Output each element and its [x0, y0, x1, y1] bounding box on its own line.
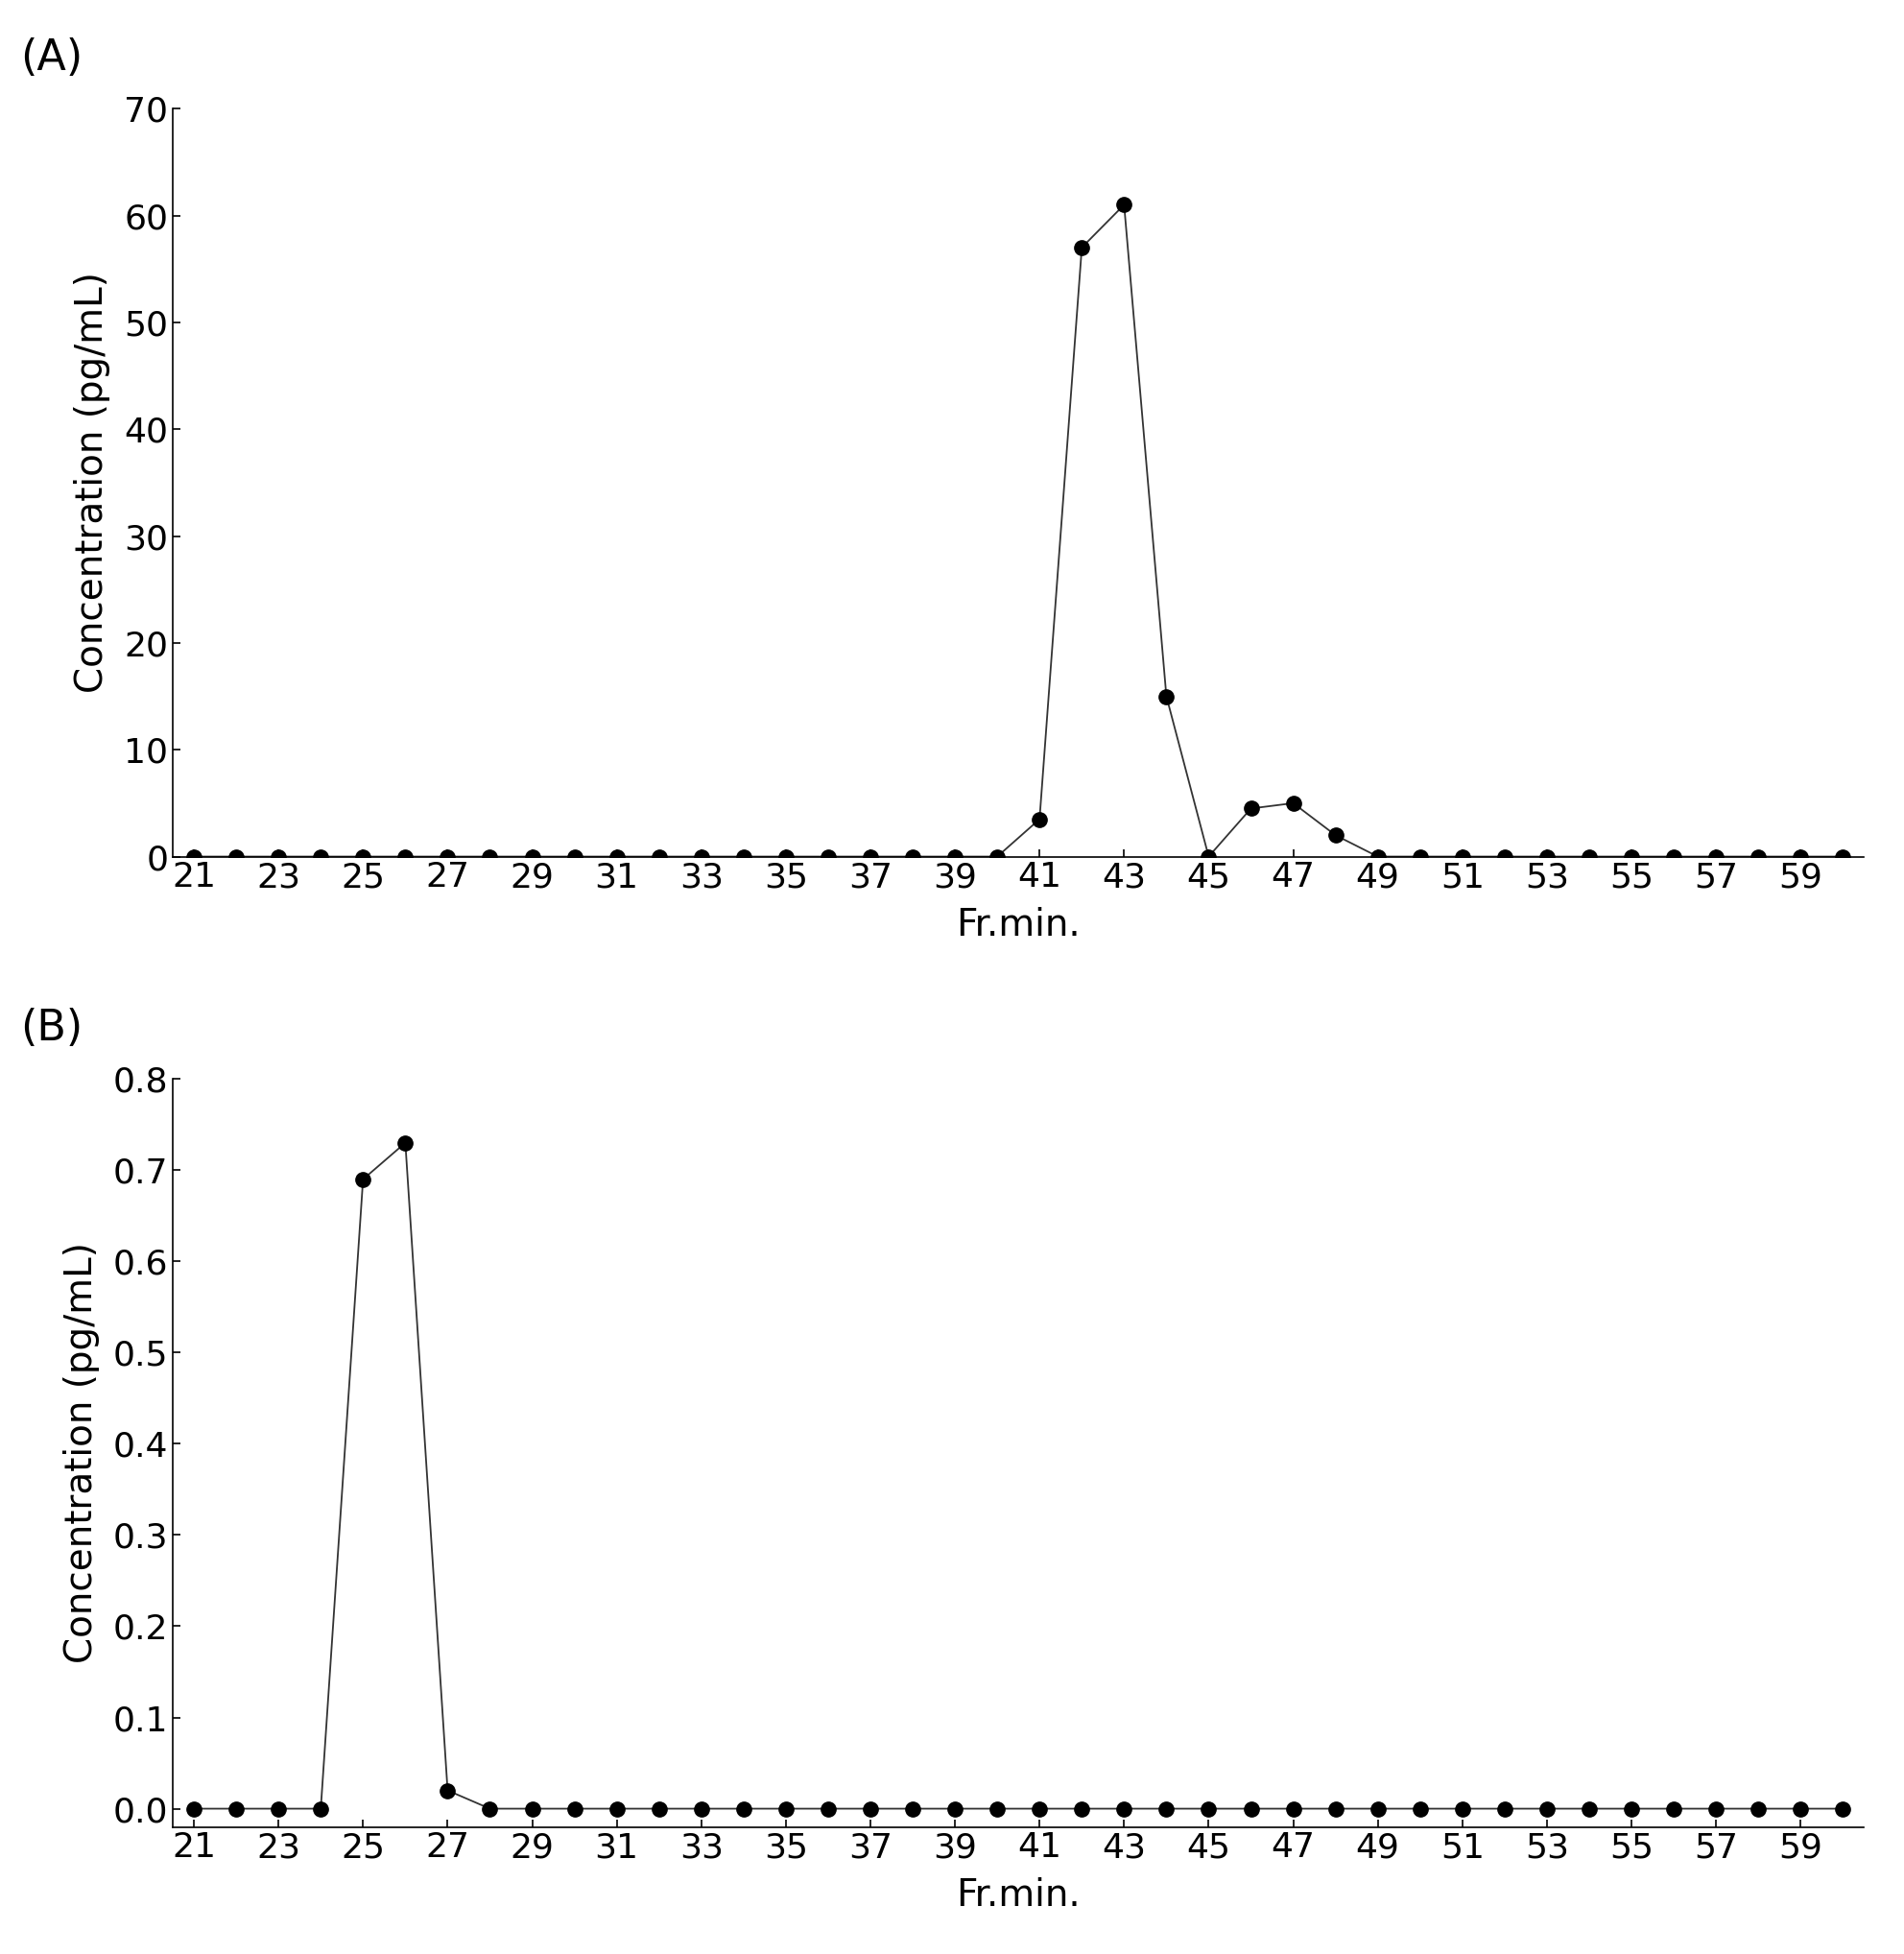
Y-axis label: Concentration (pg/mL): Concentration (pg/mL) — [63, 1243, 99, 1663]
X-axis label: Fr.min.: Fr.min. — [956, 907, 1081, 944]
Text: (B): (B) — [21, 1008, 84, 1049]
X-axis label: Fr.min.: Fr.min. — [956, 1878, 1081, 1915]
Text: (A): (A) — [21, 37, 84, 78]
Y-axis label: Concentration (pg/mL): Concentration (pg/mL) — [74, 272, 110, 694]
